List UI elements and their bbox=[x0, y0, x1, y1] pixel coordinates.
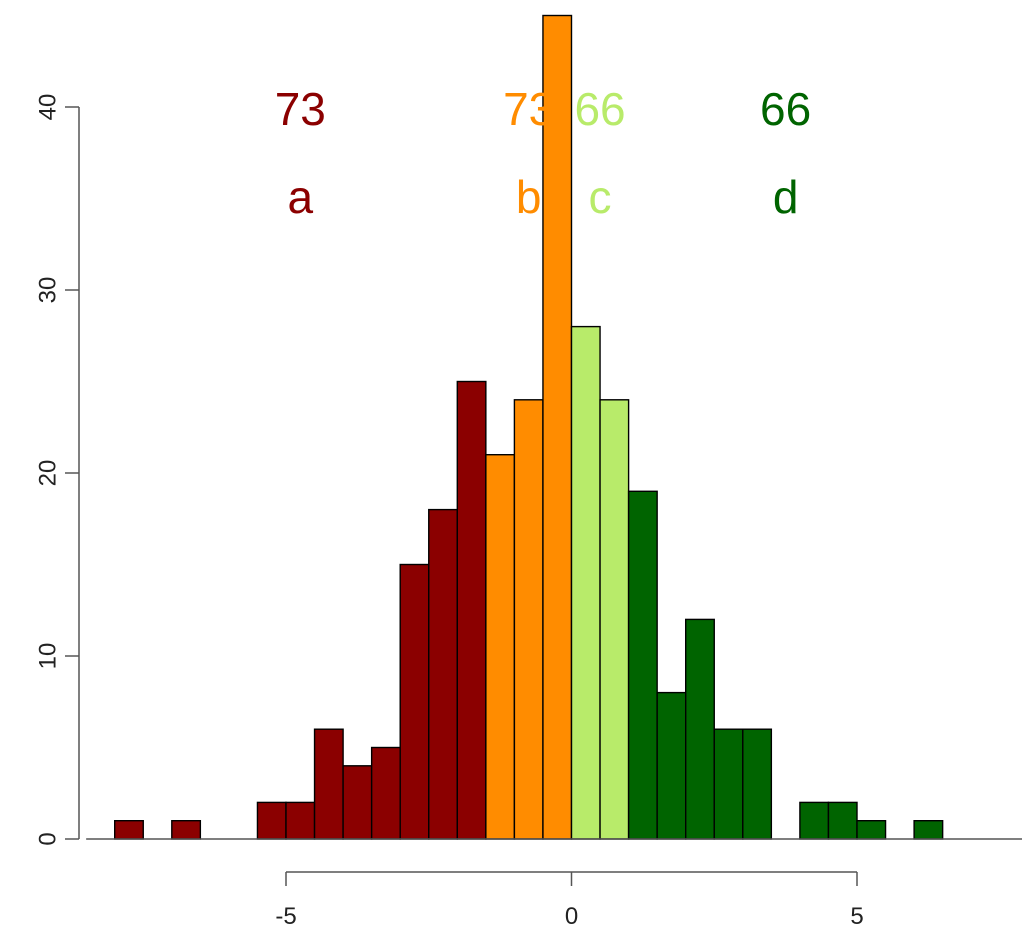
group-letter-label-c: c bbox=[589, 171, 612, 223]
group-count-label-c: 66 bbox=[574, 83, 625, 135]
histogram-bar-18 bbox=[627, 490, 658, 840]
histogram-bar-16 bbox=[570, 325, 601, 840]
y-tick-label-2: 20 bbox=[34, 460, 61, 487]
histogram-bar-22 bbox=[742, 728, 773, 840]
histogram-bar-8 bbox=[342, 765, 373, 840]
y-tick-label-4: 40 bbox=[34, 94, 61, 121]
x-tick-label-2: 5 bbox=[850, 903, 863, 930]
histogram-bar-25 bbox=[827, 801, 858, 840]
histogram-bar-19 bbox=[656, 691, 687, 840]
x-tick-label-0: -5 bbox=[275, 903, 296, 930]
histogram-bar-9 bbox=[370, 746, 401, 840]
histogram-bar-6 bbox=[285, 801, 316, 840]
histogram-bar-13 bbox=[485, 454, 516, 840]
group-count-label-a: 73 bbox=[275, 83, 326, 135]
y-tick-label-3: 30 bbox=[34, 277, 61, 304]
group-letter-label-d: d bbox=[773, 171, 799, 223]
histogram-bar-21 bbox=[713, 728, 744, 840]
histogram-bar-20 bbox=[685, 618, 715, 840]
group-letter-label-b: b bbox=[516, 171, 542, 223]
histogram-bar-15 bbox=[542, 14, 573, 840]
histogram-bar-28 bbox=[913, 820, 944, 840]
histogram-bar-24 bbox=[799, 801, 830, 840]
group-letter-label-a: a bbox=[287, 171, 313, 223]
histogram-bar-10 bbox=[399, 563, 430, 840]
histogram-bar-12 bbox=[456, 380, 487, 840]
y-tick-label-1: 10 bbox=[34, 643, 61, 670]
group-count-label-d: 66 bbox=[760, 83, 811, 135]
bars-layer bbox=[113, 14, 944, 840]
y-tick-label-0: 0 bbox=[34, 832, 61, 845]
group-labels-layer: 73 a 73 b 66 c 66 d bbox=[275, 83, 812, 223]
histogram-bar-7 bbox=[313, 728, 344, 840]
x-tick-label-1: 0 bbox=[565, 903, 578, 930]
group-count-label-b: 73 bbox=[503, 83, 554, 135]
histogram-bar-26 bbox=[856, 820, 887, 840]
histogram-bar-14 bbox=[513, 399, 544, 840]
histogram-bar-17 bbox=[599, 399, 630, 840]
axes-layer: 0 10 20 30 40 -5 0 5 bbox=[34, 94, 1022, 930]
histogram-bar-2 bbox=[171, 820, 202, 840]
histogram-bar-0 bbox=[113, 820, 144, 840]
histogram-bar-11 bbox=[428, 508, 458, 840]
histogram-bar-5 bbox=[256, 801, 287, 840]
